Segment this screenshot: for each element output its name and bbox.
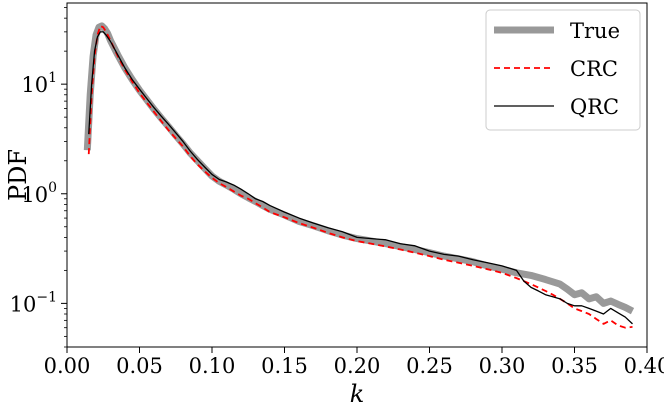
y-tick-exponent: −1 <box>36 289 57 305</box>
series-layer <box>83 22 635 329</box>
x-tick-label: 0.35 <box>551 354 598 378</box>
y-tick-exponent: 1 <box>48 70 57 86</box>
x-tick-label: 0.05 <box>116 354 163 378</box>
legend-entry: QRC <box>570 95 619 119</box>
y-tick-label: 100 <box>21 180 57 207</box>
x-axis-ticks: 0.00 0.05 0.10 0.15 0.20 0.25 0.30 0.35 0.40 <box>44 347 664 378</box>
x-tick-label: 0.40 <box>624 354 664 378</box>
x-tick-label: 0.15 <box>261 354 308 378</box>
y-tick-base: 10 <box>21 183 48 207</box>
x-tick-label: 0.25 <box>406 354 453 378</box>
x-tick-label: 0.30 <box>479 354 526 378</box>
y-axis-label: PDF <box>4 149 32 201</box>
legend-box <box>485 9 641 131</box>
series-line-qrc <box>88 31 633 325</box>
y-tick-label: 10−1 <box>10 289 57 316</box>
x-axis-label: k <box>350 380 365 408</box>
y-tick-base: 10 <box>21 73 48 97</box>
x-tick-label: 0.00 <box>44 354 91 378</box>
y-tick-label: 101 <box>21 70 57 97</box>
x-tick-label: 0.20 <box>334 354 381 378</box>
legend-entry: True <box>570 19 620 43</box>
plot-frame <box>66 2 648 348</box>
legend-entry: CRC <box>570 57 618 81</box>
x-tick-label: 0.10 <box>189 354 236 378</box>
legend: True CRC QRC <box>485 9 641 131</box>
y-tick-exponent: 0 <box>48 180 57 196</box>
y-tick-base: 10 <box>10 292 37 316</box>
